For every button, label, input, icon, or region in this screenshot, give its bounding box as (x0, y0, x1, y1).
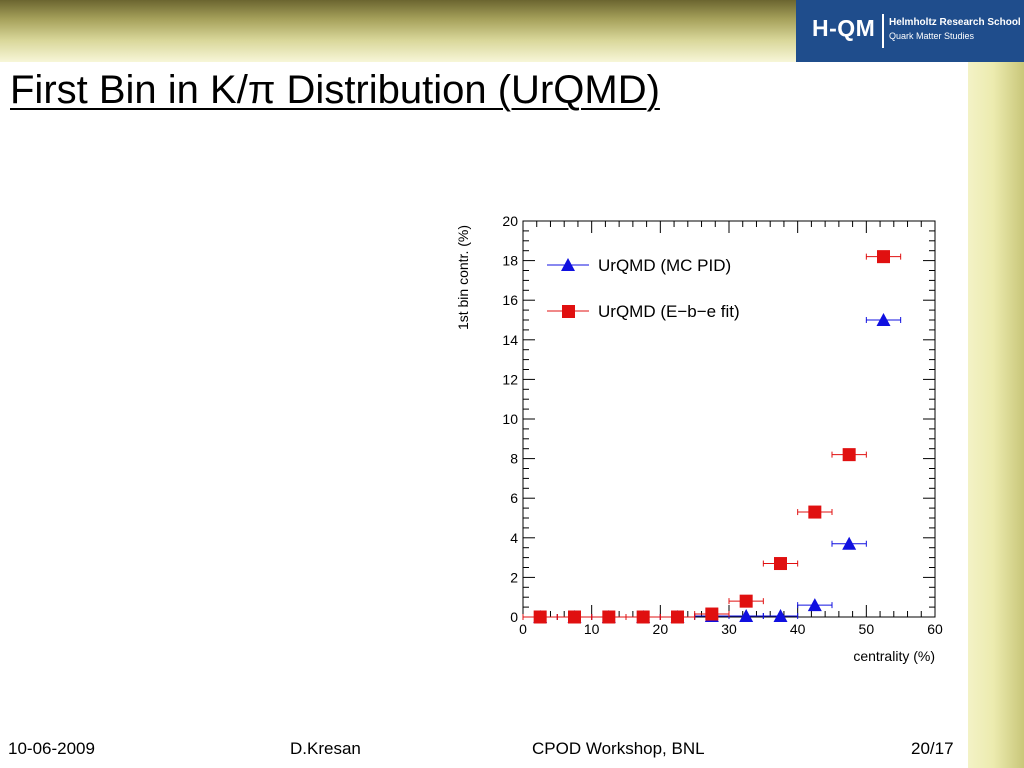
ebe-fit-point (636, 610, 650, 624)
x-tick-label: 10 (584, 621, 600, 637)
ebe-fit-point (774, 557, 787, 571)
logo-separator (882, 14, 884, 48)
x-tick-label: 20 (653, 621, 669, 637)
header-band (0, 0, 796, 62)
slide-title: First Bin in K/π Distribution (UrQMD) (10, 68, 660, 112)
x-tick-label: 50 (859, 621, 875, 637)
y-tick-label: 18 (502, 253, 518, 269)
ebe-fit-point (705, 607, 719, 621)
y-axis-label: 1st bin contr. (%) (455, 225, 471, 330)
logo-line2: Quark Matter Studies (889, 31, 975, 41)
x-tick-label: 40 (790, 621, 806, 637)
x-axis-label: centrality (%) (853, 648, 935, 664)
ebe-fit-point (808, 505, 822, 519)
mc-pid-point (876, 313, 891, 326)
y-tick-label: 4 (510, 530, 518, 546)
ebe-fit-point (568, 610, 581, 624)
y-tick-label: 2 (510, 569, 518, 585)
footer-event: CPOD Workshop, BNL (532, 739, 705, 758)
series-layer (522, 250, 902, 624)
y-tick-label: 20 (502, 213, 518, 229)
ebe-fit-point (739, 594, 753, 608)
y-tick-label: 12 (502, 371, 518, 387)
logo-line1: Helmholtz Research School (889, 17, 1021, 28)
y-tick-label: 0 (510, 609, 518, 625)
y-tick-label: 6 (510, 490, 518, 506)
chart-frame (522, 220, 936, 618)
ebe-fit-point (671, 610, 684, 624)
mc-pid-point (807, 598, 822, 612)
mc-pid-point (773, 609, 788, 623)
y-tick-label: 10 (502, 411, 518, 427)
legend-marker-mc (561, 258, 575, 271)
x-tick-label: 60 (927, 621, 943, 637)
x-tick-label: 0 (519, 621, 527, 637)
legend-label-fit: UrQMD (E−b−e fit) (598, 302, 740, 321)
footer-author: D.Kresan (290, 739, 361, 758)
x-tick-label: 30 (721, 621, 737, 637)
legend-label-mc: UrQMD (MC PID) (598, 256, 731, 275)
y-tick-label: 14 (502, 332, 518, 348)
ebe-fit-point (877, 250, 890, 264)
footer-page: 20/17 (911, 739, 954, 758)
hqm-logo: H-QM Helmholtz Research School Quark Mat… (796, 0, 1024, 62)
axis-ticks (522, 220, 936, 618)
y-tick-label: 16 (502, 292, 518, 308)
mc-pid-point (842, 536, 857, 550)
tick-labels: 0 10 20 30 40 50 60 0 2 4 6 8 10 12 14 16 18 20 (502, 213, 943, 637)
chart: 0 10 20 30 40 50 60 0 2 4 6 8 10 12 14 16 18 20 centralit… (455, 213, 943, 664)
logo-mark: H-QM (812, 15, 876, 41)
ebe-fit-point (842, 448, 856, 462)
ebe-fit-point (533, 610, 547, 624)
mc-pid-point (739, 609, 754, 623)
y-tick-label: 8 (510, 451, 518, 467)
legend: UrQMD (MC PID) UrQMD (E−b−e fit) (547, 256, 740, 321)
legend-marker-fit (562, 305, 575, 318)
ebe-fit-point (602, 610, 616, 624)
footer-date: 10-06-2009 (8, 739, 95, 758)
side-band (968, 62, 1024, 768)
